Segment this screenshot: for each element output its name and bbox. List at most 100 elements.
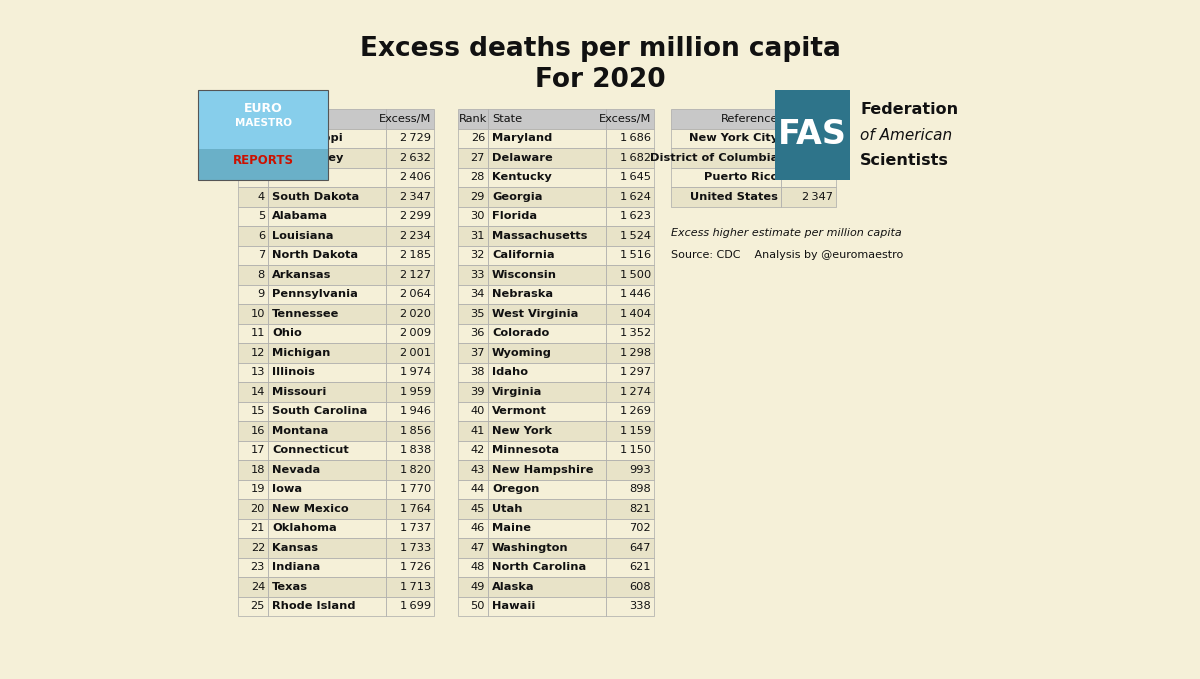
Text: 1: 1: [258, 133, 265, 143]
Bar: [458, 519, 488, 538]
Text: 1 820: 1 820: [400, 464, 431, 475]
Bar: [238, 148, 268, 168]
Bar: [268, 304, 386, 323]
Bar: [268, 519, 386, 538]
Bar: [386, 206, 434, 226]
Text: Texas: Texas: [272, 582, 308, 592]
Bar: [606, 206, 654, 226]
Text: North Carolina: North Carolina: [492, 562, 587, 572]
Bar: [606, 382, 654, 401]
Text: 46: 46: [470, 524, 485, 533]
Text: Maryland: Maryland: [492, 133, 552, 143]
Text: 31: 31: [470, 231, 485, 241]
Text: Federation: Federation: [860, 103, 958, 117]
Text: 2 347: 2 347: [400, 191, 431, 202]
Text: Alabama: Alabama: [272, 211, 328, 221]
Text: 1 274: 1 274: [620, 387, 650, 397]
Bar: [386, 148, 434, 168]
Text: 1 524: 1 524: [620, 231, 650, 241]
Text: 608: 608: [629, 582, 650, 592]
Text: 49: 49: [470, 582, 485, 592]
Text: 1 686: 1 686: [620, 133, 650, 143]
Text: 1 624: 1 624: [620, 191, 650, 202]
Bar: [238, 460, 268, 479]
Bar: [781, 109, 836, 128]
Bar: [268, 187, 386, 206]
Bar: [268, 109, 386, 128]
Text: For 2020: For 2020: [535, 67, 665, 93]
Bar: [488, 168, 606, 187]
Bar: [458, 596, 488, 616]
Text: 29: 29: [470, 191, 485, 202]
Text: 2 406: 2 406: [400, 172, 431, 182]
Text: 42: 42: [470, 445, 485, 455]
Text: Florida: Florida: [492, 211, 538, 221]
Bar: [458, 557, 488, 577]
Text: Michigan: Michigan: [272, 348, 330, 358]
Text: 36: 36: [470, 328, 485, 338]
Bar: [386, 441, 434, 460]
Bar: [606, 401, 654, 421]
Text: Kentucky: Kentucky: [492, 172, 552, 182]
Text: Missouri: Missouri: [272, 387, 326, 397]
Bar: [268, 596, 386, 616]
Text: 2 347: 2 347: [802, 191, 833, 202]
Bar: [488, 187, 606, 206]
Bar: [268, 538, 386, 557]
Text: 821: 821: [629, 504, 650, 514]
Bar: [268, 128, 386, 148]
Text: Montana: Montana: [272, 426, 329, 436]
Text: 21: 21: [251, 524, 265, 533]
Bar: [386, 577, 434, 596]
Bar: [268, 382, 386, 401]
Bar: [458, 323, 488, 343]
Text: Nevada: Nevada: [272, 464, 320, 475]
Bar: [268, 441, 386, 460]
Text: FAS: FAS: [778, 119, 846, 151]
Bar: [488, 460, 606, 479]
Bar: [198, 149, 328, 180]
Text: Rhode Island: Rhode Island: [272, 601, 355, 611]
Bar: [268, 401, 386, 421]
Bar: [198, 90, 328, 180]
Text: Maine: Maine: [492, 524, 530, 533]
Text: District of Columbia: District of Columbia: [649, 153, 778, 163]
Text: Source: CDC    Analysis by @euromaestro: Source: CDC Analysis by @euromaestro: [671, 251, 904, 261]
Text: Puerto Rico: Puerto Rico: [703, 172, 778, 182]
Bar: [606, 226, 654, 246]
Bar: [238, 323, 268, 343]
Text: 2 001: 2 001: [400, 348, 431, 358]
Text: Minnesota: Minnesota: [492, 445, 559, 455]
Bar: [268, 285, 386, 304]
Bar: [386, 557, 434, 577]
Text: Illinois: Illinois: [272, 367, 314, 378]
Text: Excess/M: Excess/M: [781, 114, 833, 124]
Bar: [488, 479, 606, 499]
Text: 2 009: 2 009: [400, 328, 431, 338]
Text: 2 234: 2 234: [400, 231, 431, 241]
Text: 24: 24: [251, 582, 265, 592]
Text: Kansas: Kansas: [272, 543, 318, 553]
Text: 1 297: 1 297: [620, 367, 650, 378]
Bar: [606, 577, 654, 596]
Text: 621: 621: [630, 562, 650, 572]
Bar: [488, 265, 606, 285]
Bar: [238, 382, 268, 401]
Bar: [268, 265, 386, 285]
Bar: [671, 148, 781, 168]
Bar: [386, 363, 434, 382]
Text: 2 406: 2 406: [802, 172, 833, 182]
Bar: [488, 441, 606, 460]
Text: 1 404: 1 404: [620, 309, 650, 318]
Text: 14: 14: [251, 387, 265, 397]
Text: Oklahoma: Oklahoma: [272, 524, 337, 533]
Text: EURO: EURO: [244, 101, 282, 115]
Text: 2 064: 2 064: [400, 289, 431, 299]
Bar: [458, 382, 488, 401]
Text: 3 519: 3 519: [802, 133, 833, 143]
Text: Excess deaths per million capita: Excess deaths per million capita: [360, 36, 840, 62]
Bar: [781, 148, 836, 168]
Bar: [198, 90, 328, 180]
Bar: [488, 246, 606, 265]
Bar: [268, 479, 386, 499]
